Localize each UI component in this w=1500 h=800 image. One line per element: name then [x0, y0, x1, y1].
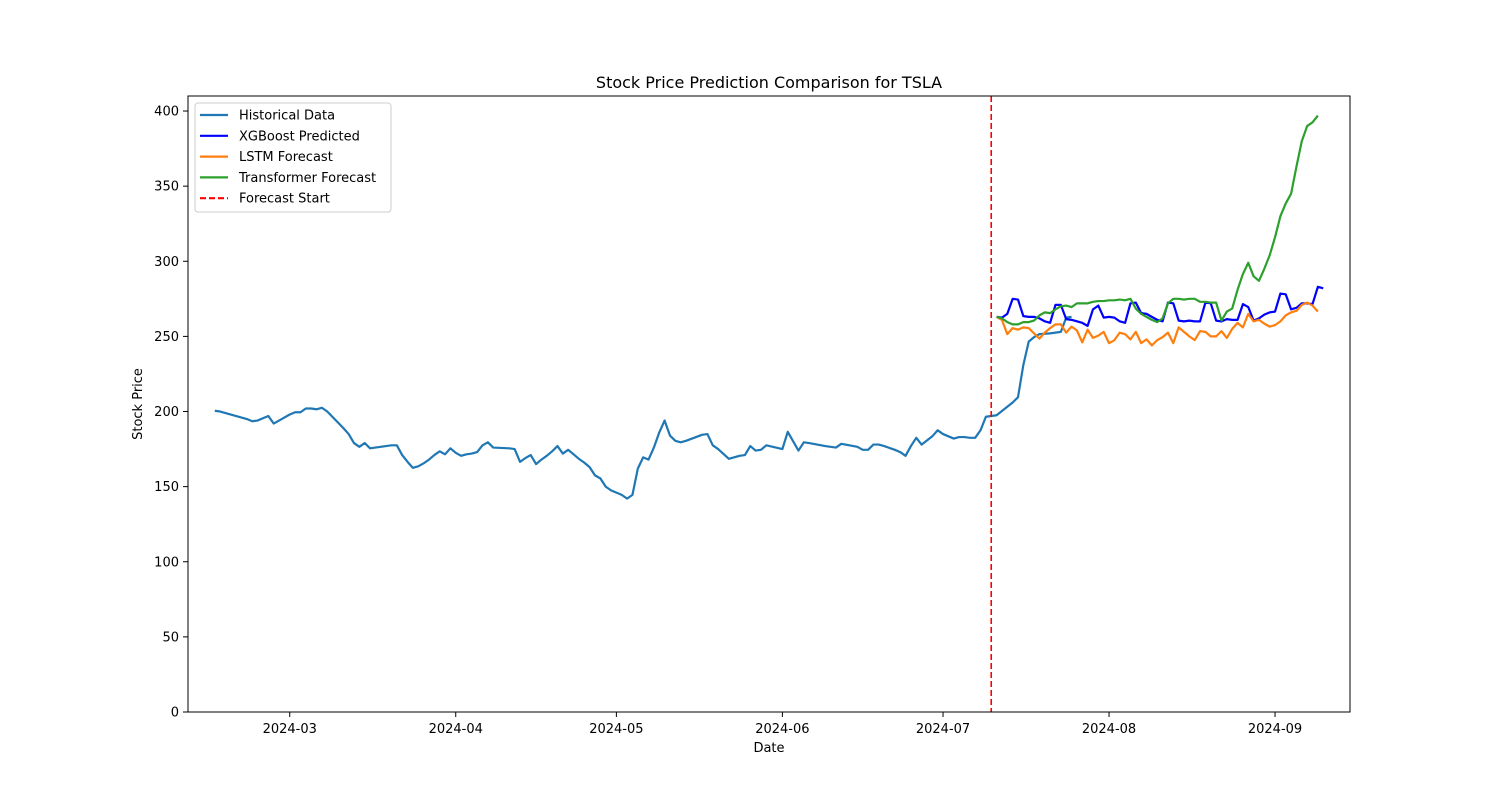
y-tick-label: 300 — [154, 255, 179, 270]
legend-label-historical-data: Historical Data — [239, 109, 335, 124]
x-tick-label: 2024-03 — [263, 722, 317, 737]
y-tick-label: 100 — [154, 555, 179, 570]
x-axis-ticks: 2024-03 2024-04 2024-05 2024-06 2024-07 2024-… — [263, 712, 1302, 737]
y-tick-label: 150 — [154, 480, 179, 495]
x-tick-label: 2024-05 — [589, 722, 643, 737]
x-tick-label: 2024-07 — [916, 722, 970, 737]
axes-frame — [187, 95, 1351, 713]
x-axis-title: Date — [753, 741, 784, 756]
y-axis-title: Stock Price — [131, 368, 146, 440]
plot-area — [187, 95, 1351, 713]
y-tick-label: 350 — [154, 180, 179, 195]
x-tick-label: 2024-06 — [755, 722, 809, 737]
series-line-transformer-forecast — [996, 114, 1319, 326]
legend: Historical Data XGBoost Predicted LSTM For… — [194, 102, 392, 213]
x-tick-label: 2024-08 — [1082, 722, 1136, 737]
y-axis-ticks: 0 50 100 150 200 250 300 350 400 — [154, 105, 188, 721]
chart-title: Stock Price Prediction Comparison for TS… — [596, 73, 942, 92]
legend-box — [194, 102, 392, 213]
y-tick-label: 200 — [154, 405, 179, 420]
y-tick-label: 0 — [171, 706, 179, 721]
legend-label-transformer-forecast: Transformer Forecast — [238, 171, 376, 186]
legend-label-xgboost-predicted: XGBoost Predicted — [239, 129, 360, 144]
x-tick-label: 2024-09 — [1248, 722, 1302, 737]
legend-label-forecast-start: Forecast Start — [239, 192, 330, 207]
series-line-lstm-forecast — [996, 301, 1319, 347]
x-tick-label: 2024-04 — [429, 722, 483, 737]
legend-label-lstm-forecast: LSTM Forecast — [239, 150, 333, 165]
y-tick-label: 250 — [154, 330, 179, 345]
series-line-historical-data — [214, 315, 1072, 500]
y-tick-label: 50 — [162, 630, 179, 645]
y-tick-label: 400 — [154, 105, 179, 120]
